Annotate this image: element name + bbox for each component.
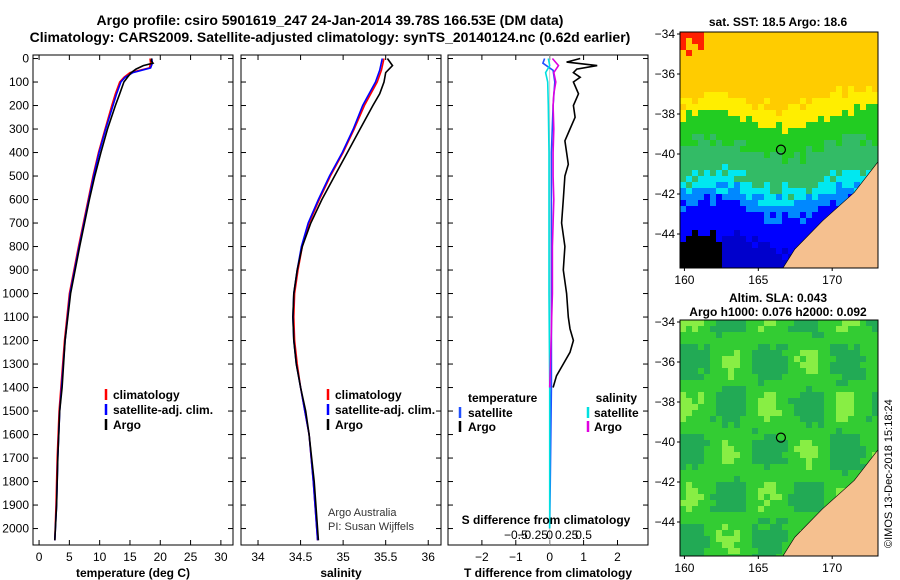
temperature-x-tick-label: 0 (36, 550, 43, 564)
sla-lat-tick-label: −36 (655, 355, 676, 369)
difference-x-tick-label: 2 (614, 550, 621, 564)
depth-tick-label: 1900 (2, 498, 29, 512)
difference-legend-salinity-label: satellite (594, 406, 639, 420)
temperature-legend-label: climatology (113, 388, 180, 402)
depth-tick-label: 800 (9, 240, 29, 254)
sst-map-title: sat. SST: 18.5 Argo: 18.6 (709, 15, 848, 29)
salinity-x-tick-label: 35.5 (374, 550, 398, 564)
salinity-difference-tick-label: 0.25 (555, 528, 579, 542)
temperature-x-tick-label: 30 (214, 550, 228, 564)
depth-tick-label: 300 (9, 122, 29, 136)
difference-series-salinity-Argo (548, 57, 560, 388)
salinity-x-tick-label: 34 (251, 550, 265, 564)
difference-legend-salinity-label: Argo (594, 420, 622, 434)
sla-lon-tick-label: 170 (822, 561, 842, 575)
salinity-x-tick-label: 36 (422, 550, 436, 564)
sst-lat-tick-label: −38 (655, 107, 676, 121)
depth-tick-label: 1400 (2, 381, 29, 395)
depth-tick-label: 700 (9, 216, 29, 230)
sst-map-frame (679, 31, 879, 269)
temperature-legend-label: Argo (113, 418, 141, 432)
difference-series-temperature-Argo (552, 57, 598, 388)
sla-map-subtitle: Argo h1000: 0.076 h2000: 0.092 (689, 305, 867, 319)
salinity-difference-tick-label: −0.25 (518, 528, 549, 542)
difference-legend-temperature-label: satellite (468, 406, 513, 420)
depth-tick-label: 600 (9, 193, 29, 207)
sst-lat-tick-label: −40 (655, 147, 676, 161)
sst-lat-tick-label: −44 (655, 227, 676, 241)
salinity-legend-label: climatology (335, 388, 402, 402)
sla-lon-tick-label: 165 (748, 561, 768, 575)
sla-map (680, 320, 879, 557)
credit-line2: PI: Susan Wijffels (328, 521, 414, 533)
depth-tick-label: 500 (9, 169, 29, 183)
temperature-x-tick-label: 5 (66, 550, 73, 564)
sla-lat-tick-label: −38 (655, 395, 676, 409)
sla-lat-tick-label: −42 (655, 475, 676, 489)
depth-tick-label: 900 (9, 263, 29, 277)
temperature-plot-area (32, 54, 234, 546)
difference-x-tick-label: −2 (475, 550, 489, 564)
temperature-legend-label: satellite-adj. clim. (113, 403, 213, 417)
sst-lat-tick-label: −36 (655, 67, 676, 81)
sst-lon-tick-label: 165 (748, 273, 768, 287)
salinity-series-argo (292, 58, 394, 541)
depth-tick-label: 0 (22, 52, 29, 66)
temperature-x-tick-label: 20 (154, 550, 168, 564)
temperature-x-label: temperature (deg C) (76, 566, 190, 580)
salinity-difference-axis-label: S difference from climatology (462, 513, 631, 527)
temperature-x-tick-label: 25 (184, 550, 198, 564)
sla-lat-tick-label: −40 (655, 435, 676, 449)
credit-line1: Argo Australia (328, 507, 397, 519)
salinity-difference-tick-label: 0 (546, 528, 553, 542)
depth-tick-label: 1500 (2, 404, 29, 418)
salinity-x-tick-label: 35 (336, 550, 350, 564)
difference-series-salinity-satellite (544, 58, 551, 529)
sla-lon-tick-label: 160 (674, 561, 694, 575)
depth-tick-label: 100 (9, 75, 29, 89)
sla-map-frame (679, 319, 879, 557)
depth-tick-label: 1800 (2, 475, 29, 489)
imos-watermark: ©IMOS 13-Dec-2018 15:18:24 (883, 399, 895, 548)
sst-lon-tick-label: 160 (674, 273, 694, 287)
difference-x-label: T difference from climatology (464, 566, 632, 580)
depth-tick-label: 200 (9, 99, 29, 113)
depth-tick-label: 400 (9, 146, 29, 160)
difference-x-tick-label: 1 (580, 550, 587, 564)
salinity-plot-area (240, 54, 442, 546)
depth-tick-label: 1100 (3, 310, 29, 324)
sla-map-title: Altim. SLA: 0.043 (729, 291, 827, 305)
temperature-x-tick-label: 10 (93, 550, 107, 564)
chart-title-line2: Climatology: CARS2009. Satellite-adjuste… (29, 29, 631, 45)
sst-map (680, 32, 879, 269)
salinity-legend-label: satellite-adj. clim. (335, 403, 435, 417)
salinity-difference-tick-label: 0.5 (575, 528, 592, 542)
salinity-difference-tick-label: −0.5 (504, 528, 528, 542)
salinity-x-tick-label: 34.5 (289, 550, 313, 564)
difference-x-tick-label: 0 (546, 550, 553, 564)
difference-x-tick-label: −1 (509, 550, 523, 564)
salinity-legend-label: Argo (335, 418, 363, 432)
sst-lon-tick-label: 170 (822, 273, 842, 287)
depth-tick-label: 1000 (2, 287, 29, 301)
salinity-x-label: salinity (320, 566, 362, 580)
sla-argo-marker (775, 432, 787, 443)
depth-tick-label: 2000 (2, 522, 29, 536)
depth-tick-label: 1200 (2, 334, 29, 348)
depth-tick-label: 1700 (2, 451, 29, 465)
depth-tick-label: 1600 (2, 428, 29, 442)
depth-tick-label: 1300 (2, 357, 29, 371)
temperature-series-argo (54, 58, 155, 541)
sst-argo-marker (775, 144, 787, 155)
difference-legend-temperature-title: temperature (468, 391, 538, 405)
sst-lat-tick-label: −34 (655, 27, 676, 41)
temperature-x-tick-label: 15 (123, 550, 137, 564)
difference-legend-temperature-label: Argo (468, 420, 496, 434)
sla-lat-tick-label: −44 (655, 515, 676, 529)
chart-title-line1: Argo profile: csiro 5901619_247 24-Jan-2… (96, 12, 564, 28)
sst-lat-tick-label: −42 (655, 187, 676, 201)
difference-legend-salinity-title: salinity (596, 391, 638, 405)
sla-lat-tick-label: −34 (655, 315, 676, 329)
